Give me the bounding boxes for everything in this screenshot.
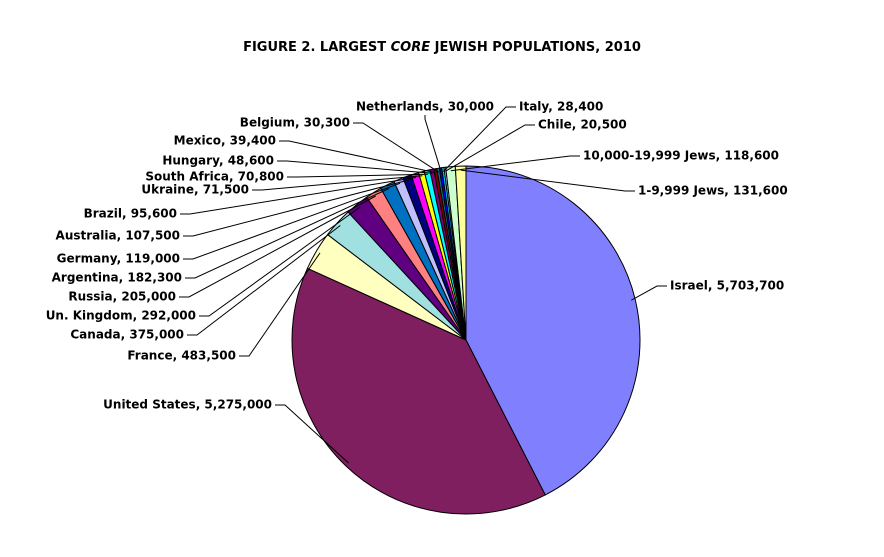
slice-label-russia: Russia, 205,000 — [68, 290, 176, 304]
chart-title-part-2: JEWISH POPULATIONS, 2010 — [430, 40, 641, 55]
slice-label-canada: Canada, 375,000 — [70, 328, 184, 342]
slice-label-belgium: Belgium, 30,300 — [240, 116, 350, 130]
leader-line-chile — [445, 124, 535, 172]
leader-line-hungary — [277, 160, 433, 174]
leader-line-argentina — [185, 187, 390, 279]
slice-label-brazil: Brazil, 95,600 — [84, 207, 177, 221]
leader-line-australia — [183, 179, 409, 237]
chart-title-emphasis: CORE — [390, 40, 431, 55]
slice-label-united-states: United States, 5,275,000 — [103, 398, 272, 412]
chart-title-part-1: FIGURE 2. LARGEST — [243, 40, 391, 55]
slice-label-ukraine: Ukraine, 71,500 — [141, 183, 249, 197]
slice-label-un-kingdom: Un. Kingdom, 292,000 — [46, 309, 196, 323]
leader-line-1-9-999-jews — [460, 169, 635, 192]
slice-label-germany: Germany, 119,000 — [57, 252, 180, 266]
leader-line-ukraine — [252, 175, 423, 191]
leader-line-germany — [183, 182, 401, 260]
leader-line-brazil — [180, 177, 417, 215]
leader-line-russia — [179, 195, 376, 298]
slice-label-argentina: Argentina, 182,300 — [52, 271, 182, 285]
slice-label-hungary: Hungary, 48,600 — [162, 154, 274, 168]
leader-line-italy — [443, 106, 516, 172]
pie-slice-1-9-999-jews — [454, 165, 467, 341]
slice-label-italy: Italy, 28,400 — [519, 100, 603, 114]
leader-line-israel — [631, 285, 667, 301]
leader-line-belgium — [353, 122, 439, 173]
slice-label-chile: Chile, 20,500 — [538, 118, 627, 132]
slice-label-1-9-999-jews: 1-9,999 Jews, 131,600 — [638, 184, 788, 198]
slice-label-france: France, 483,500 — [127, 349, 236, 363]
leader-line-netherlands — [424, 115, 442, 172]
leader-lines — [179, 106, 667, 464]
leader-line-france — [239, 252, 321, 357]
slice-label-south-africa: South Africa, 70,800 — [145, 170, 284, 184]
pie-slices — [291, 165, 641, 515]
slice-label-netherlands: Netherlands, 30,000 — [356, 100, 494, 114]
slice-label-australia: Australia, 107,500 — [56, 229, 180, 243]
leader-line-south-africa — [287, 173, 428, 178]
pie-slice-united-states — [291, 267, 546, 515]
pie-slice-israel — [465, 165, 641, 496]
slice-label-10-000-19-999-jews: 10,000-19,999 Jews, 118,600 — [583, 149, 779, 163]
slice-label-mexico: Mexico, 39,400 — [174, 134, 276, 148]
leader-line-mexico — [279, 140, 437, 174]
leader-line-10-000-19-999-jews — [450, 155, 580, 172]
chart-title: FIGURE 2. LARGEST CORE JEWISH POPULATION… — [0, 40, 884, 55]
leader-line-canada — [187, 225, 341, 336]
slice-labels: Israel, 5,703,700 United States, 5,275,00… — [46, 100, 788, 412]
slice-label-israel: Israel, 5,703,700 — [670, 279, 784, 293]
leader-line-united-states — [275, 404, 350, 464]
leader-line-un-kingdom — [199, 206, 360, 317]
